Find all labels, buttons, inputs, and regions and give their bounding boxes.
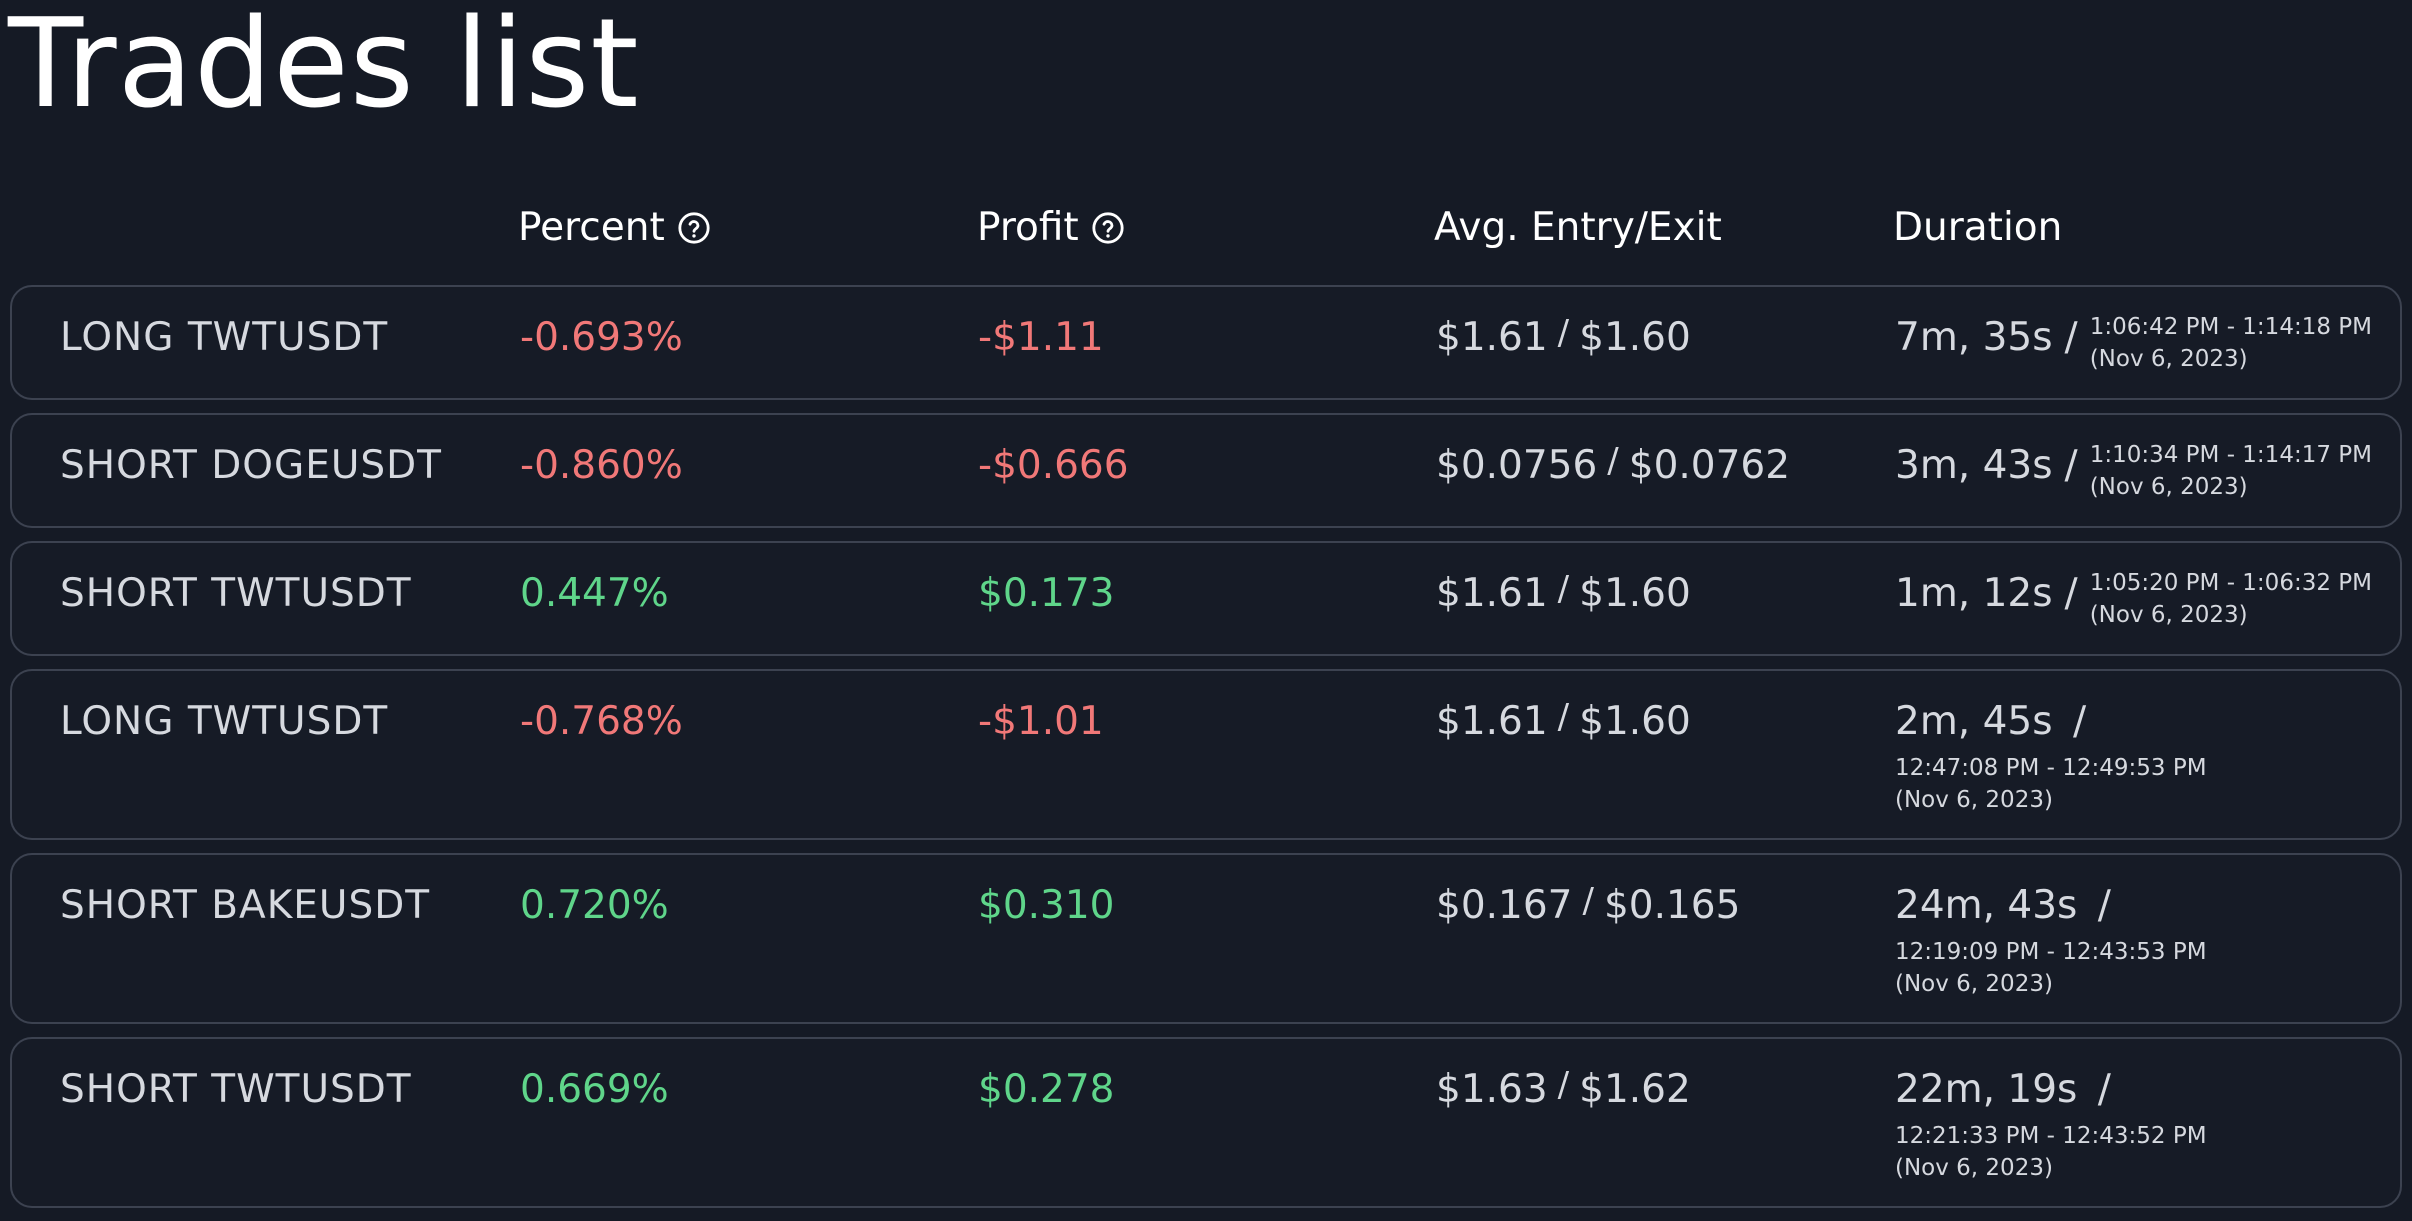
trade-entry-exit: $1.61/$1.60 [1436, 697, 1691, 746]
trade-duration-value: 7m, 35s [1895, 315, 2053, 360]
trade-entry-price: $1.63 [1436, 1067, 1548, 1112]
column-header-duration-label: Duration [1893, 205, 2063, 250]
table-header: Percent Profit Avg. Entry/Exit Duration [0, 205, 2412, 261]
entry-exit-separator: / [1582, 881, 1594, 921]
entry-exit-separator: / [1557, 697, 1570, 737]
trade-duration: 24m, 43s / 12:19:09 PM - 12:43:53 PM (No… [1895, 883, 2207, 1000]
trade-entry-exit: $0.0756/$0.0762 [1436, 441, 1791, 490]
trade-symbol: SHORT BAKEUSDT [60, 883, 431, 928]
trade-time-info: 12:21:33 PM - 12:43:52 PM (Nov 6, 2023) [1895, 1120, 2207, 1184]
trade-percent: 0.447% [520, 571, 669, 616]
trade-row[interactable]: LONG TWTUSDT -0.768% -$1.01 $1.61/$1.60 … [10, 669, 2402, 840]
trade-symbol: SHORT TWTUSDT [60, 1067, 412, 1112]
trade-symbol: LONG TWTUSDT [60, 315, 389, 360]
trade-profit: -$0.666 [978, 443, 1129, 488]
duration-separator: / [2064, 443, 2078, 488]
trade-entry-price: $1.61 [1436, 571, 1548, 616]
trade-symbol: SHORT DOGEUSDT [60, 443, 443, 488]
trade-exit-price: $1.62 [1579, 1067, 1691, 1112]
entry-exit-separator: / [1557, 1065, 1570, 1105]
column-header-profit-label: Profit [977, 205, 1079, 250]
trade-symbol: LONG TWTUSDT [60, 699, 389, 744]
column-header-entry-exit-label: Avg. Entry/Exit [1434, 205, 1722, 250]
duration-separator: / [2072, 699, 2087, 744]
trade-date: (Nov 6, 2023) [1895, 786, 2053, 813]
trade-percent: 0.720% [520, 883, 669, 928]
entry-exit-separator: / [1557, 313, 1570, 353]
trade-row[interactable]: SHORT DOGEUSDT -0.860% -$0.666 $0.0756/$… [10, 413, 2402, 528]
trade-date: (Nov 6, 2023) [2089, 602, 2248, 629]
duration-separator: / [2064, 571, 2078, 616]
trade-time-range: 12:21:33 PM - 12:43:52 PM [1895, 1122, 2207, 1149]
trade-entry-price: $1.61 [1436, 699, 1548, 744]
trade-time-range: 12:19:09 PM - 12:43:53 PM [1895, 938, 2207, 965]
trade-duration-value: 2m, 45s [1895, 699, 2053, 744]
trade-entry-exit: $0.167/$0.165 [1436, 881, 1741, 930]
column-header-profit[interactable]: Profit [977, 205, 1125, 250]
trade-percent: -0.768% [520, 699, 683, 744]
trade-profit: $0.278 [978, 1067, 1115, 1112]
entry-exit-separator: / [1557, 569, 1570, 609]
trade-percent: 0.669% [520, 1067, 669, 1112]
trade-exit-price: $1.60 [1579, 571, 1691, 616]
trade-profit: -$1.01 [978, 699, 1104, 744]
duration-separator: / [2097, 1067, 2111, 1112]
trade-entry-price: $0.0756 [1436, 443, 1598, 488]
trade-duration: 2m, 45s / 12:47:08 PM - 12:49:53 PM (Nov… [1895, 699, 2207, 816]
trade-entry-price: $1.61 [1436, 315, 1548, 360]
trade-exit-price: $1.60 [1579, 699, 1691, 744]
trade-duration-value: 24m, 43s [1895, 883, 2078, 928]
help-circle-icon[interactable] [677, 211, 711, 245]
trade-time-range: 1:06:42 PM - 1:14:18 PM [2089, 314, 2372, 340]
trade-percent: -0.860% [520, 443, 683, 488]
trade-exit-price: $0.165 [1603, 883, 1741, 928]
duration-separator: / [2064, 315, 2078, 360]
trade-date: (Nov 6, 2023) [1895, 970, 2053, 997]
trade-entry-exit: $1.61/$1.60 [1436, 313, 1691, 362]
trade-duration-value: 22m, 19s [1895, 1067, 2078, 1112]
trade-entry-price: $0.167 [1436, 883, 1573, 928]
trade-row[interactable]: SHORT TWTUSDT 0.669% $0.278 $1.63/$1.62 … [10, 1037, 2402, 1208]
column-header-entry-exit[interactable]: Avg. Entry/Exit [1434, 205, 1722, 250]
trade-exit-price: $0.0762 [1628, 443, 1791, 488]
help-circle-icon[interactable] [1091, 211, 1125, 245]
trade-time-range: 1:05:20 PM - 1:06:32 PM [2089, 570, 2372, 596]
trade-row[interactable]: SHORT TWTUSDT 0.447% $0.173 $1.61/$1.60 … [10, 541, 2402, 656]
trades-list: LONG TWTUSDT -0.693% -$1.11 $1.61/$1.60 … [10, 285, 2402, 1221]
trade-row[interactable]: LONG TWTUSDT -0.693% -$1.11 $1.61/$1.60 … [10, 285, 2402, 400]
trade-duration: 3m, 43s / 1:10:34 PM - 1:14:17 PM (Nov 6… [1895, 442, 2372, 503]
trade-duration: 22m, 19s / 12:21:33 PM - 12:43:52 PM (No… [1895, 1067, 2207, 1184]
trade-time-range: 12:47:08 PM - 12:49:53 PM [1895, 754, 2207, 781]
trade-symbol: SHORT TWTUSDT [60, 571, 412, 616]
trade-percent: -0.693% [520, 315, 683, 360]
column-header-percent-label: Percent [518, 205, 665, 250]
duration-separator: / [2097, 883, 2111, 928]
entry-exit-separator: / [1607, 441, 1619, 481]
trade-profit: $0.310 [978, 883, 1115, 928]
trade-time-info: 1:05:20 PM - 1:06:32 PM (Nov 6, 2023) [2090, 567, 2372, 631]
page-title: Trades list [8, 0, 640, 136]
trade-row[interactable]: SHORT BAKEUSDT 0.720% $0.310 $0.167/$0.1… [10, 853, 2402, 1024]
trade-time-info: 12:19:09 PM - 12:43:53 PM (Nov 6, 2023) [1895, 936, 2207, 1000]
trade-profit: -$1.11 [978, 315, 1104, 360]
trade-duration: 7m, 35s / 1:06:42 PM - 1:14:18 PM (Nov 6… [1895, 314, 2372, 375]
trade-profit: $0.173 [978, 571, 1115, 616]
trade-duration: 1m, 12s / 1:05:20 PM - 1:06:32 PM (Nov 6… [1895, 570, 2372, 631]
trade-exit-price: $1.60 [1579, 315, 1691, 360]
trade-entry-exit: $1.61/$1.60 [1436, 569, 1691, 618]
trade-duration-value: 1m, 12s [1895, 571, 2053, 616]
trade-time-info: 1:10:34 PM - 1:14:17 PM (Nov 6, 2023) [2090, 439, 2372, 503]
column-header-percent[interactable]: Percent [518, 205, 711, 250]
trade-date: (Nov 6, 2023) [1895, 1154, 2053, 1181]
trade-entry-exit: $1.63/$1.62 [1436, 1065, 1691, 1114]
column-header-duration[interactable]: Duration [1893, 205, 2062, 250]
trade-time-info: 1:06:42 PM - 1:14:18 PM (Nov 6, 2023) [2090, 311, 2372, 375]
trade-duration-value: 3m, 43s [1895, 443, 2053, 488]
trade-time-range: 1:10:34 PM - 1:14:17 PM [2089, 442, 2372, 468]
trade-time-info: 12:47:08 PM - 12:49:53 PM (Nov 6, 2023) [1895, 752, 2207, 816]
trade-date: (Nov 6, 2023) [2089, 474, 2248, 501]
trade-date: (Nov 6, 2023) [2089, 346, 2248, 373]
